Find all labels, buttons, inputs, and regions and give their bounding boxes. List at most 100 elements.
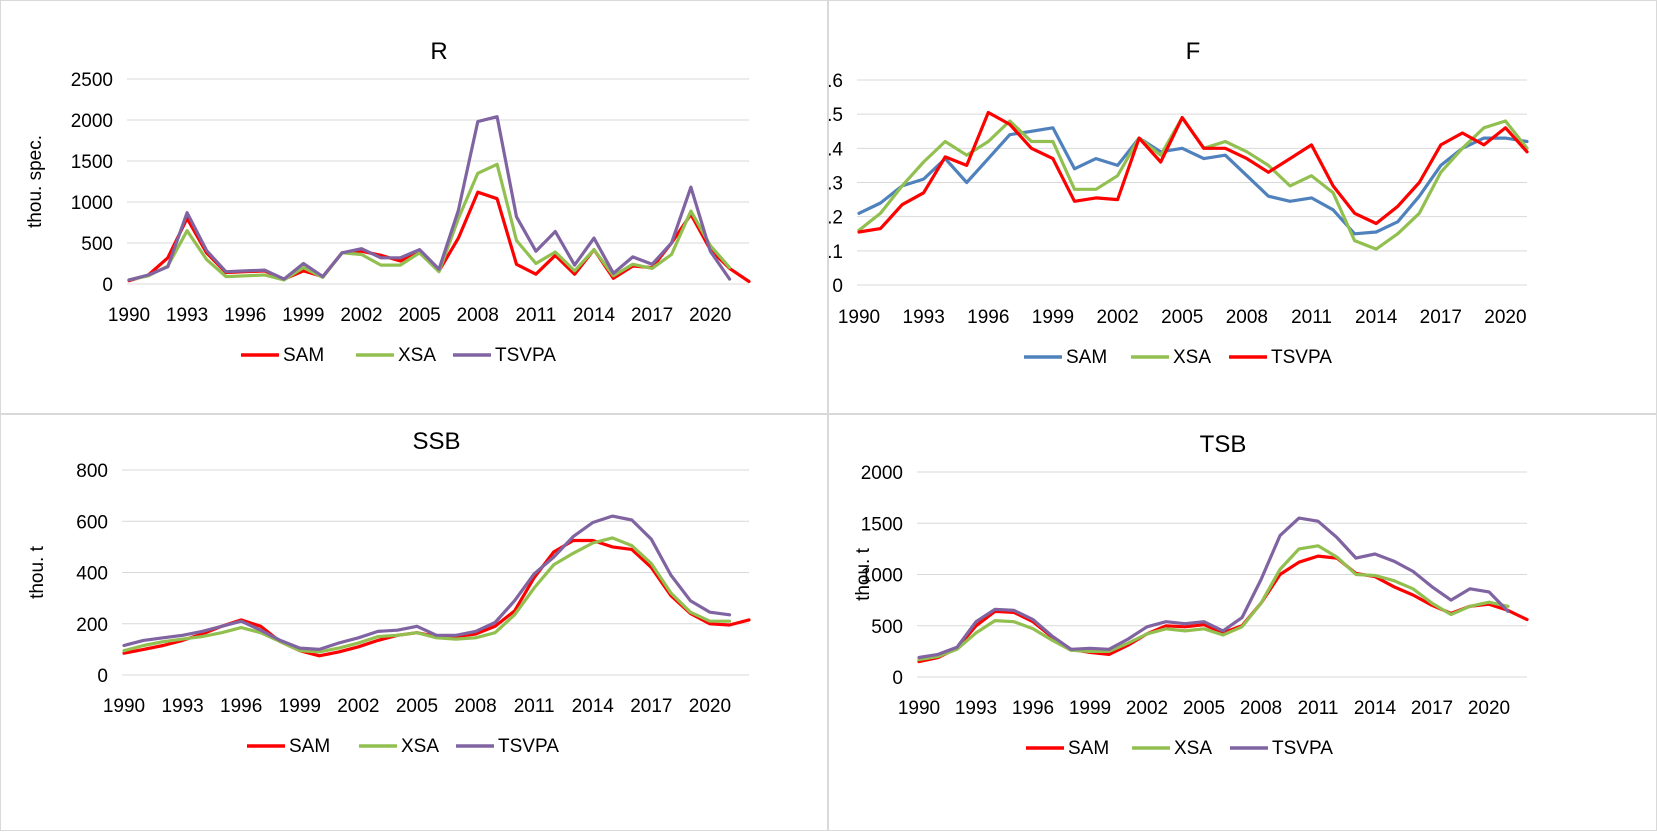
x-tick-label: 2014 — [573, 305, 616, 326]
y-axis-label: thou. t — [27, 545, 48, 599]
x-tick-label: 2014 — [1355, 307, 1398, 328]
y-tick-label: 0.6 — [829, 71, 843, 92]
y-axis-label: thou. spec. — [25, 135, 46, 228]
series-line-xsa — [127, 162, 732, 282]
series-line-xsa — [122, 536, 732, 654]
series-line-tsvpa — [127, 115, 732, 282]
y-tick-label: 2000 — [861, 463, 903, 484]
legend-label-xsa: XSA — [1174, 738, 1212, 759]
x-tick-label: 1990 — [108, 305, 150, 326]
y-tick-label: 400 — [76, 564, 108, 585]
legend-label-sam: SAM — [1066, 347, 1107, 368]
chart-title: R — [430, 38, 447, 65]
x-tick-label: 1993 — [166, 305, 208, 326]
legend-label-xsa: XSA — [1173, 347, 1211, 368]
y-tick-label: 0 — [102, 275, 113, 296]
x-tick-label: 2011 — [1298, 698, 1339, 719]
chart-title: TSB — [1200, 431, 1247, 458]
chart-ssb: SSB 0 200 400 600 800 1990 1993 1996 1999 2002 2005… — [27, 428, 751, 757]
panel-ssb: SSB 0 200 400 600 800 1990 1993 1996 1999 2002 2005… — [0, 414, 828, 831]
legend-label-tsvpa: TSVPA — [1271, 347, 1332, 368]
y-tick-label: 2500 — [71, 70, 113, 91]
x-tick-label: 1990 — [838, 307, 880, 328]
x-tick-label: 2017 — [1420, 307, 1462, 328]
legend-label-sam: SAM — [1068, 738, 1109, 759]
y-tick-label: 1000 — [71, 193, 113, 214]
y-tick-label: 0.5 — [829, 105, 843, 126]
x-tick-label: 1993 — [955, 698, 997, 719]
chart-tsb: TSB 0 500 1000 1500 2000 1990 1993 1996 1999 2002 2… — [853, 431, 1529, 759]
panel-f: F 0 0.1 0.2 0.3 0.4 0.5 0.6 1990 1993 1996 1999 2002… — [828, 0, 1657, 414]
y-tick-label: 0.2 — [829, 208, 843, 229]
y-tick-label: 800 — [76, 461, 108, 482]
x-tick-label: 2011 — [514, 696, 555, 717]
x-tick-label: 2008 — [454, 696, 496, 717]
x-tick-label: 2005 — [398, 305, 440, 326]
series-line-sam — [917, 554, 1529, 664]
y-tick-label: 1500 — [861, 514, 903, 535]
chart-f: F 0 0.1 0.2 0.3 0.4 0.5 0.6 1990 1993 1996 1999 2002… — [829, 38, 1529, 368]
legend-label-xsa: XSA — [398, 345, 436, 366]
legend-label-tsvpa: TSVPA — [498, 736, 559, 757]
x-tick-label: 2011 — [515, 305, 556, 326]
y-tick-label: 0.3 — [829, 174, 843, 195]
y-tick-label: 0 — [832, 276, 843, 297]
y-tick-label: 0 — [892, 668, 903, 689]
y-tick-label: 1500 — [71, 152, 113, 173]
x-tick-label: 2002 — [1096, 307, 1138, 328]
legend-label-xsa: XSA — [401, 736, 439, 757]
x-tick-label: 1996 — [220, 696, 262, 717]
x-tick-label: 2011 — [1291, 307, 1332, 328]
x-tick-label: 2005 — [396, 696, 438, 717]
x-tick-label: 2017 — [1411, 698, 1453, 719]
series-line-tsvpa — [122, 514, 732, 651]
x-tick-label: 1996 — [967, 307, 1009, 328]
chart-title: F — [1186, 38, 1201, 65]
x-tick-label: 2005 — [1183, 698, 1225, 719]
series-line-xsa — [917, 544, 1510, 662]
x-tick-label: 1990 — [103, 696, 145, 717]
y-tick-label: 200 — [76, 615, 108, 636]
y-tick-label: 500 — [871, 617, 903, 638]
x-tick-label: 1993 — [903, 307, 945, 328]
x-tick-label: 2008 — [1240, 698, 1282, 719]
chart-r: R 0 500 1000 1500 2000 2500 1990 1993 1996 1999 200… — [25, 38, 751, 366]
panel-r: R 0 500 1000 1500 2000 2500 1990 1993 1996 1999 200… — [0, 0, 828, 414]
y-tick-label: 600 — [76, 512, 108, 533]
x-tick-label: 2020 — [1468, 698, 1510, 719]
x-tick-label: 2008 — [1226, 307, 1268, 328]
series-line-tsvpa — [917, 516, 1510, 660]
y-axis-label: thou. t — [853, 547, 874, 601]
x-tick-label: 2017 — [631, 305, 673, 326]
x-tick-label: 2002 — [337, 696, 379, 717]
x-tick-label: 1999 — [1069, 698, 1111, 719]
x-tick-label: 2005 — [1161, 307, 1203, 328]
x-tick-label: 2014 — [1354, 698, 1397, 719]
chart-title: SSB — [412, 428, 460, 455]
x-tick-label: 1999 — [282, 305, 324, 326]
x-tick-label: 1993 — [161, 696, 203, 717]
x-tick-label: 1999 — [279, 696, 321, 717]
legend-label-sam: SAM — [289, 736, 330, 757]
x-tick-label: 2020 — [1484, 307, 1526, 328]
x-tick-label: 1990 — [898, 698, 940, 719]
x-tick-label: 2020 — [689, 305, 731, 326]
x-tick-label: 1996 — [1012, 698, 1054, 719]
y-tick-label: 0.1 — [829, 242, 843, 263]
x-tick-label: 2008 — [457, 305, 499, 326]
series-line-tsvpa — [857, 110, 1529, 234]
x-tick-label: 1999 — [1032, 307, 1074, 328]
y-tick-label: 0 — [97, 666, 108, 687]
y-tick-label: 1000 — [861, 566, 903, 587]
x-tick-label: 1996 — [224, 305, 266, 326]
y-tick-label: 2000 — [71, 111, 113, 132]
legend-label-tsvpa: TSVPA — [1272, 738, 1333, 759]
x-tick-label: 2020 — [689, 696, 731, 717]
y-tick-label: 0.4 — [829, 139, 843, 160]
panel-tsb: TSB 0 500 1000 1500 2000 1990 1993 1996 1999 2002 2… — [828, 414, 1657, 831]
series-line-sam — [857, 126, 1529, 236]
legend-label-tsvpa: TSVPA — [495, 345, 556, 366]
y-tick-label: 500 — [81, 234, 113, 255]
legend-label-sam: SAM — [283, 345, 324, 366]
x-tick-label: 2014 — [572, 696, 615, 717]
